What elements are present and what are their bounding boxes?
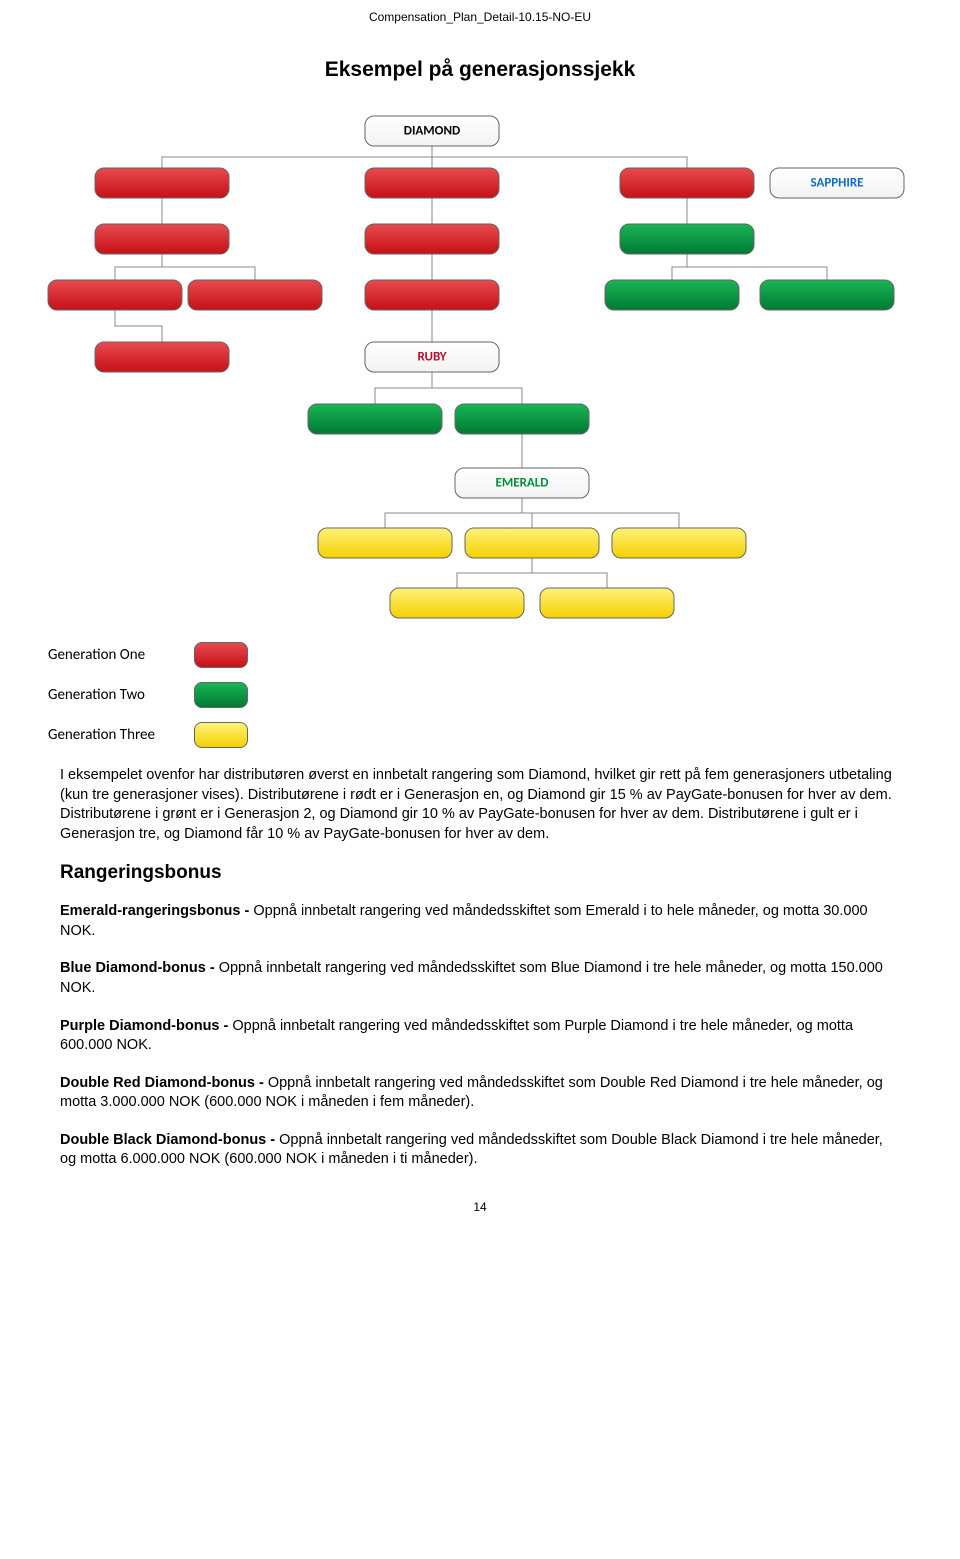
emerald-bonus-label: Emerald-rangeringsbonus -: [60, 903, 253, 919]
purple-diamond-paragraph: Purple Diamond-bonus - Oppnå innbetalt r…: [60, 1017, 900, 1056]
chart-node-r3c: [365, 280, 499, 310]
chart-node-r7a: [318, 528, 452, 558]
double-black-paragraph: Double Black Diamond-bonus - Oppnå innbe…: [60, 1131, 900, 1170]
chart-node-r5b: [455, 404, 589, 434]
chart-node-emerald: EMERALD: [455, 468, 589, 498]
chart-node-r4a: [95, 342, 229, 372]
legend-label: Generation One: [48, 646, 178, 664]
svg-text:EMERALD: EMERALD: [496, 476, 549, 491]
legend-row: Generation One: [48, 642, 248, 668]
body-text: I eksempelet ovenfor har distributøren ø…: [60, 766, 900, 1170]
legend-label: Generation Two: [48, 686, 178, 704]
chart-node-ruby: RUBY: [365, 342, 499, 372]
svg-text:RUBY: RUBY: [417, 350, 446, 365]
chart-node-r3e: [760, 280, 894, 310]
intro-paragraph: I eksempelet ovenfor har distributøren ø…: [60, 766, 900, 844]
page-number: 14: [60, 1200, 900, 1214]
document-header: Compensation_Plan_Detail-10.15-NO-EU: [0, 0, 960, 28]
chart-node-r7c: [612, 528, 746, 558]
chart-node-r8b: [540, 588, 674, 618]
chart-node-sapphire: SAPPHIRE: [770, 168, 904, 198]
legend-label: Generation Three: [48, 726, 178, 744]
chart-node-r8a: [390, 588, 524, 618]
chart-node-r2c: [620, 224, 754, 254]
svg-text:SAPPHIRE: SAPPHIRE: [810, 176, 863, 191]
generation-chart: DIAMONDSAPPHIRERUBYEMERALD Generation On…: [60, 106, 900, 766]
chart-node-r3a: [48, 280, 182, 310]
blue-diamond-paragraph: Blue Diamond-bonus - Oppnå innbetalt ran…: [60, 959, 900, 998]
chart-node-r5a: [308, 404, 442, 434]
chart-node-r1a: [95, 168, 229, 198]
double-red-label: Double Red Diamond-bonus -: [60, 1075, 268, 1091]
purple-diamond-label: Purple Diamond-bonus -: [60, 1018, 232, 1034]
svg-text:DIAMOND: DIAMOND: [404, 124, 460, 139]
emerald-bonus-paragraph: Emerald-rangeringsbonus - Oppnå innbetal…: [60, 902, 900, 941]
page-title: Eksempel på generasjonssjekk: [60, 58, 900, 82]
legend-swatch: [194, 682, 248, 708]
chart-node-r3d: [605, 280, 739, 310]
section-heading: Rangeringsbonus: [60, 862, 900, 884]
chart-legend: Generation One Generation Two Generation T…: [48, 642, 248, 762]
chart-node-r1b: [365, 168, 499, 198]
chart-node-r2b: [365, 224, 499, 254]
legend-swatch: [194, 642, 248, 668]
legend-swatch: [194, 722, 248, 748]
legend-row: Generation Three: [48, 722, 248, 748]
chart-node-r3b: [188, 280, 322, 310]
blue-diamond-label: Blue Diamond-bonus -: [60, 960, 219, 976]
chart-node-r1c: [620, 168, 754, 198]
legend-row: Generation Two: [48, 682, 248, 708]
chart-node-r7b: [465, 528, 599, 558]
double-red-paragraph: Double Red Diamond-bonus - Oppnå innbeta…: [60, 1074, 900, 1113]
chart-node-diamond: DIAMOND: [365, 116, 499, 146]
double-black-label: Double Black Diamond-bonus -: [60, 1132, 279, 1148]
chart-node-r2a: [95, 224, 229, 254]
